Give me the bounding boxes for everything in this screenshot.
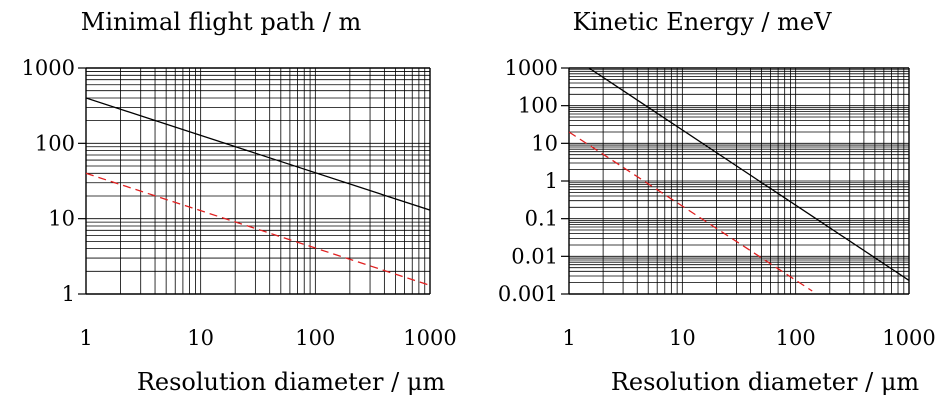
chart-title: Minimal flight path / m — [81, 8, 362, 36]
y-tick-label: 1 — [545, 169, 558, 193]
x-tick-label: 1 — [79, 326, 92, 350]
series-line-solid — [86, 97, 430, 211]
x-tick-label: 100 — [776, 326, 816, 350]
x-tick-label: 10 — [187, 326, 214, 350]
chart-kinetic-energy: Kinetic Energy / meV Resolution diameter… — [498, 8, 936, 396]
y-tick-label: 100 — [518, 94, 558, 118]
y-tick-label: 0.001 — [498, 282, 558, 306]
series-line-dashed — [86, 172, 430, 287]
x-axis-label: Resolution diameter / μm — [137, 368, 446, 396]
chart-minimal-flight-path: Minimal flight path / m Resolution diame… — [22, 8, 457, 396]
y-tick-label: 10 — [48, 207, 75, 231]
x-tick-label: 100 — [295, 326, 335, 350]
y-tick-label: 0.01 — [511, 244, 558, 268]
series-line-solid — [588, 68, 909, 281]
x-axis-label: Resolution diameter / μm — [611, 368, 920, 396]
y-tick-label: 1000 — [505, 56, 558, 80]
y-tick-label: 0.1 — [525, 207, 558, 231]
chart-title: Kinetic Energy / meV — [573, 8, 833, 36]
y-tick-label: 100 — [35, 131, 75, 155]
x-tick-label: 10 — [669, 326, 696, 350]
x-tick-label: 1 — [562, 326, 575, 350]
y-tick-label: 1000 — [22, 56, 75, 80]
series-line-dashed — [569, 131, 813, 292]
y-tick-label: 1 — [62, 282, 75, 306]
y-tick-label: 10 — [531, 131, 558, 155]
x-tick-label: 1000 — [403, 326, 456, 350]
x-tick-label: 1000 — [882, 326, 935, 350]
